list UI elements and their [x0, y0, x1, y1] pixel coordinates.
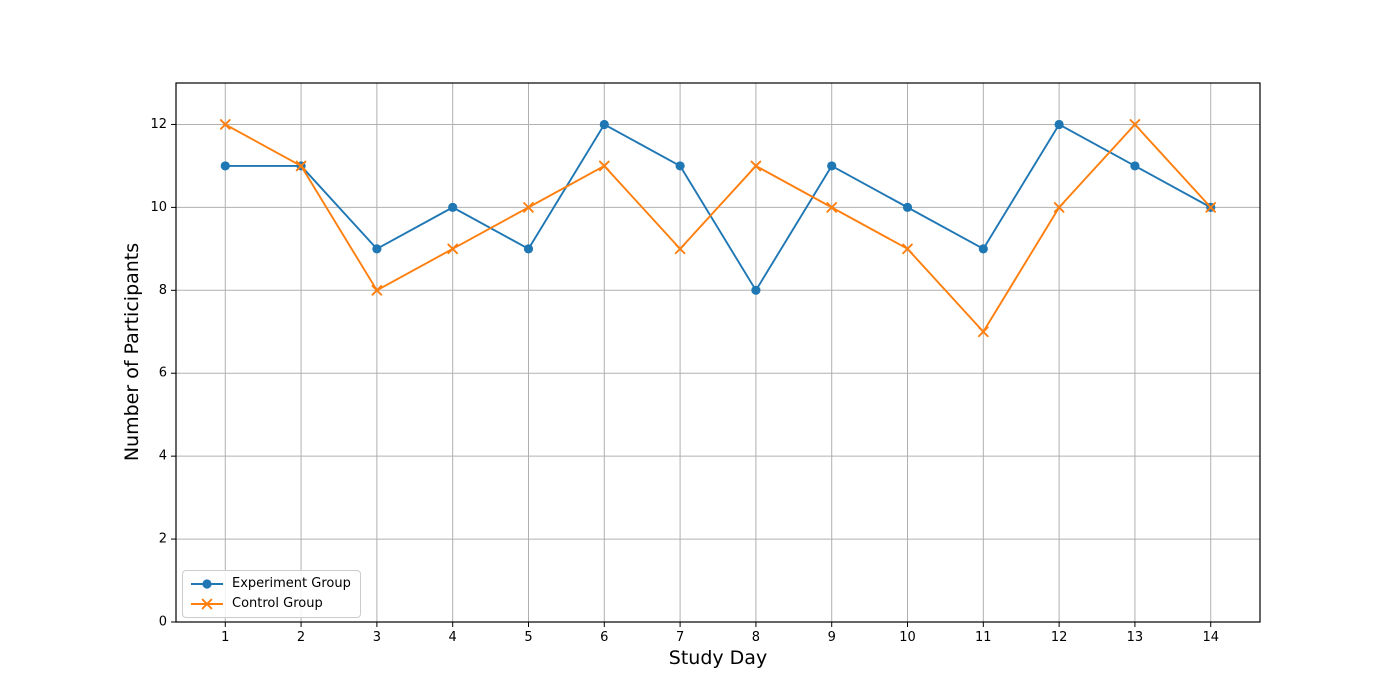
- y-axis-title: Number of Participants: [121, 242, 143, 462]
- x-tick-label: 14: [1202, 630, 1219, 645]
- data-point-circle-marker: [448, 202, 458, 212]
- data-point-x-marker: [826, 202, 838, 213]
- data-point-x-marker: [1205, 202, 1217, 213]
- data-point-x-marker: [1053, 202, 1065, 213]
- legend-item-control-group: Control Group: [190, 595, 351, 612]
- legend-sample-circle-marker: [202, 578, 212, 589]
- data-point-x-marker: [598, 160, 610, 172]
- legend-sample-x-marker: [201, 598, 213, 609]
- data-point-x-marker: [750, 160, 762, 172]
- y-tick-label: 8: [159, 283, 167, 298]
- legend-label-experiment-group: Experiment Group: [232, 576, 351, 591]
- data-point-circle-marker: [902, 202, 913, 212]
- y-tick-label: 12: [150, 117, 167, 132]
- data-point-x-marker: [295, 160, 307, 172]
- data-point-x-marker: [1129, 119, 1141, 130]
- x-tick-label: 10: [899, 630, 916, 645]
- plot-border: [175, 82, 1261, 623]
- x-tick-label: 11: [975, 630, 992, 645]
- x-tick-label: 6: [600, 630, 608, 645]
- data-point-circle-marker: [220, 161, 230, 171]
- data-point-x-marker: [674, 243, 686, 255]
- data-point-x-marker: [447, 243, 459, 255]
- data-point-circle-marker: [978, 244, 988, 254]
- x-tick-label: 1: [221, 630, 229, 645]
- legend: Experiment Group Control Group: [182, 570, 361, 618]
- data-point-circle-marker: [1054, 119, 1064, 130]
- x-tick-label: 4: [449, 630, 457, 645]
- data-point-circle-marker: [523, 244, 534, 254]
- data-point-x-marker: [371, 284, 383, 296]
- data-point-x-marker: [977, 326, 989, 338]
- y-tick-label: 0: [159, 615, 167, 630]
- legend-item-experiment-group: Experiment Group: [190, 575, 351, 592]
- data-point-x-marker: [902, 243, 913, 255]
- control-group-line-marker-icon: [191, 598, 223, 609]
- x-tick-label: 2: [297, 630, 305, 645]
- y-tick-label: 2: [159, 532, 167, 547]
- experiment-group-line-marker-icon: [191, 578, 223, 589]
- x-tick-label: 7: [676, 630, 684, 645]
- data-point-circle-marker: [827, 161, 837, 171]
- x-tick-label: 9: [828, 630, 836, 645]
- series-1: [219, 119, 1217, 338]
- legend-label-control-group: Control Group: [232, 596, 323, 611]
- x-tick-label: 12: [1051, 630, 1068, 645]
- data-point-x-marker: [219, 119, 231, 130]
- x-tick-label: 8: [752, 630, 760, 645]
- x-axis-title: Study Day: [668, 647, 768, 669]
- data-point-circle-marker: [1130, 161, 1140, 171]
- data-point-circle-marker: [599, 119, 609, 130]
- data-point-circle-marker: [675, 161, 685, 171]
- data-point-x-marker: [523, 202, 534, 213]
- y-tick-label: 10: [150, 200, 167, 215]
- x-tick-label: 3: [373, 630, 381, 645]
- x-tick-label: 13: [1127, 630, 1144, 645]
- series-line: [225, 123, 1212, 292]
- series-line: [224, 123, 1212, 333]
- data-point-circle-marker: [751, 285, 761, 295]
- x-tick-label: 5: [524, 630, 532, 645]
- y-tick-label: 4: [159, 449, 167, 464]
- y-tick-label: 6: [159, 366, 167, 381]
- data-point-circle-marker: [372, 244, 382, 254]
